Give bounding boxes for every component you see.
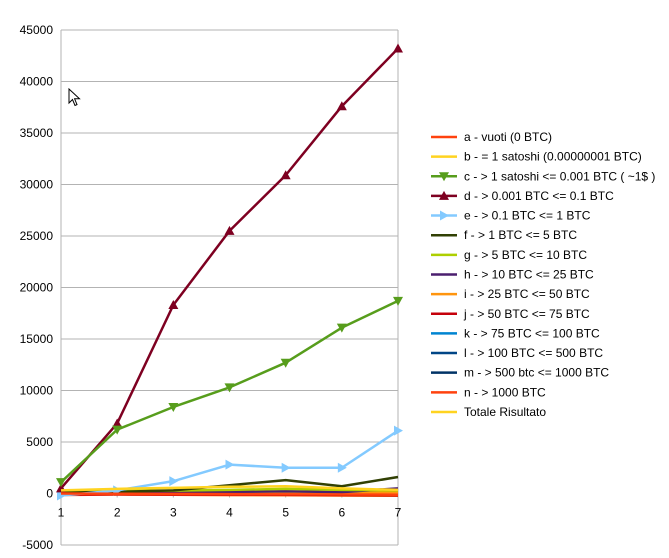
data-point [168, 402, 179, 412]
legend-label: c - > 1 satoshi <= 0.001 BTC ( ~1$ ) [464, 169, 655, 183]
legend-marker [439, 172, 449, 182]
x-tick-label: 5 [282, 506, 289, 520]
mouse-pointer-icon [68, 88, 81, 107]
legend: a - vuoti (0 BTC) b - = 1 satoshi (0.0000… [431, 130, 655, 419]
data-point [393, 296, 403, 306]
y-tick-label: 35000 [20, 126, 54, 140]
legend-label: l - > 100 BTC <= 500 BTC [464, 346, 603, 360]
legend-entry: i - > 25 BTC <= 50 BTC [431, 287, 590, 301]
legend-entry: d - > 0.001 BTC <= 0.1 BTC [431, 189, 614, 203]
series-line [60, 47, 399, 490]
x-tick-label: 1 [58, 506, 65, 520]
legend-entry: f - > 1 BTC <= 5 BTC [431, 228, 577, 242]
data-point [280, 170, 291, 180]
legend-label: g - > 5 BTC <= 10 BTC [464, 248, 587, 262]
data-point [57, 490, 66, 501]
legend-label: k - > 75 BTC <= 100 BTC [464, 326, 600, 340]
legend-entry: h - > 10 BTC <= 25 BTC [431, 267, 594, 281]
y-tick-label: 30000 [20, 178, 54, 192]
legend-label: Totale Risultato [464, 405, 546, 419]
legend-label: h - > 10 BTC <= 25 BTC [464, 267, 594, 281]
y-tick-label: 10000 [20, 384, 54, 398]
data-point [393, 43, 403, 53]
legend-entry: Totale Risultato [431, 405, 546, 419]
x-tick-label: 6 [338, 506, 345, 520]
data-point [112, 425, 123, 435]
series-2 [56, 296, 403, 488]
data-point [336, 101, 347, 111]
data-point [281, 462, 291, 473]
data-point [280, 358, 291, 368]
data-point [56, 478, 66, 488]
legend-entry: b - = 1 satoshi (0.00000001 BTC) [431, 150, 642, 164]
legend-entry: l - > 100 BTC <= 500 BTC [431, 346, 603, 360]
series-line [60, 492, 399, 496]
legend-entry: j - > 50 BTC <= 75 BTC [431, 307, 590, 321]
legend-label: d - > 0.001 BTC <= 0.1 BTC [464, 189, 614, 203]
y-tick-label: 5000 [26, 435, 53, 449]
legend-label: i - > 25 BTC <= 50 BTC [464, 287, 590, 301]
data-point [112, 418, 123, 428]
data-point [224, 225, 235, 235]
legend-entry: m - > 500 btc <= 1000 BTC [431, 366, 609, 380]
y-tick-label: 40000 [20, 75, 54, 89]
series-1 [60, 485, 399, 492]
legend-entry: n - > 1000 BTC [431, 385, 546, 399]
legend-label: m - > 500 btc <= 1000 BTC [464, 366, 609, 380]
y-tick-label: -5000 [22, 538, 53, 552]
x-axis-tick-labels: 1 2 3 4 5 6 7 [58, 506, 402, 520]
series-0 [60, 492, 399, 496]
legend-entry: e - > 0.1 BTC <= 1 BTC [431, 209, 591, 223]
legend-label: n - > 1000 BTC [464, 385, 546, 399]
legend-label: b - = 1 satoshi (0.00000001 BTC) [464, 150, 642, 164]
series-3 [56, 43, 403, 493]
legend-entry: g - > 5 BTC <= 10 BTC [431, 248, 587, 262]
legend-label: e - > 0.1 BTC <= 1 BTC [464, 209, 591, 223]
y-axis-tick-labels: -5000 0 5000 10000 15000 20000 25000 30000 35000… [20, 23, 54, 552]
legend-marker [439, 190, 449, 200]
series-line [60, 485, 399, 492]
legend-marker [440, 210, 449, 221]
legend-label: j - > 50 BTC <= 75 BTC [463, 307, 590, 321]
legend-label: f - > 1 BTC <= 5 BTC [464, 228, 577, 242]
data-point [225, 459, 235, 470]
legend-entry: c - > 1 satoshi <= 0.001 BTC ( ~1$ ) [431, 169, 655, 183]
data-point [336, 323, 347, 333]
y-tick-label: 25000 [20, 229, 54, 243]
y-tick-label: 45000 [20, 23, 54, 37]
series-lines [56, 43, 403, 501]
x-tick-label: 2 [114, 506, 121, 520]
data-point [394, 425, 403, 436]
data-point [224, 383, 235, 393]
x-tick-label: 7 [395, 506, 402, 520]
data-point [169, 476, 179, 487]
y-tick-label: 15000 [20, 332, 54, 346]
x-tick-label: 4 [226, 506, 233, 520]
legend-entry: k - > 75 BTC <= 100 BTC [431, 326, 600, 340]
data-point [337, 462, 347, 473]
y-tick-label: 20000 [20, 281, 54, 295]
y-tick-label: 0 [46, 487, 53, 501]
legend-entry: a - vuoti (0 BTC) [431, 130, 552, 144]
data-point [168, 300, 179, 310]
grid-lines [61, 29, 398, 546]
x-tick-label: 3 [170, 506, 177, 520]
legend-label: a - vuoti (0 BTC) [464, 130, 552, 144]
